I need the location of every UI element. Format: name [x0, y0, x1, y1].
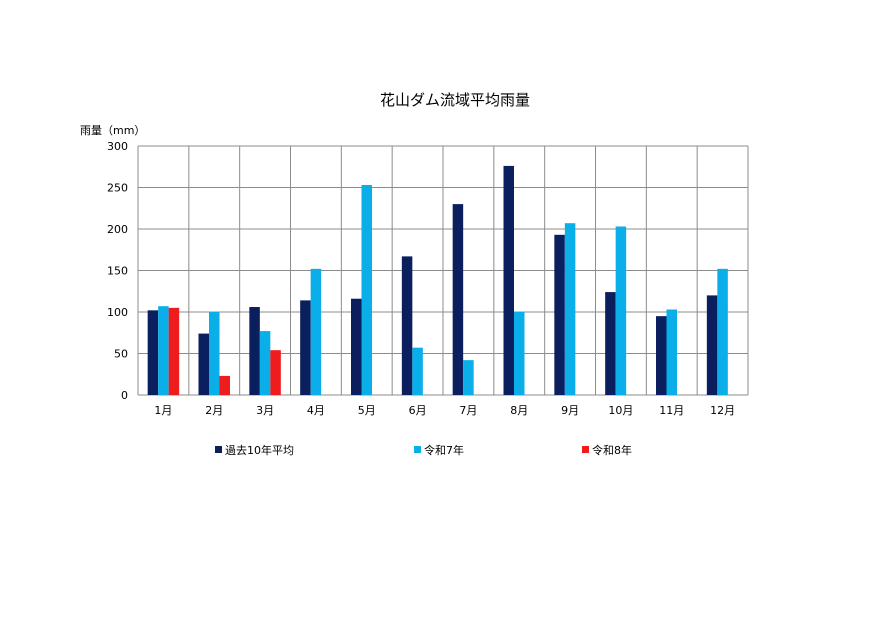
bar [514, 312, 525, 395]
bar [463, 360, 474, 395]
bar [209, 312, 220, 395]
bar [219, 375, 230, 395]
bar [615, 226, 627, 395]
y-tick-label: 0 [121, 389, 128, 402]
x-category-label: 3月 [256, 404, 274, 417]
bar [401, 256, 413, 395]
bar [564, 223, 576, 395]
bar [270, 350, 281, 395]
bar [554, 234, 565, 395]
bar [158, 306, 169, 395]
bar [168, 307, 180, 395]
legend: 過去10年平均 令和7年 令和8年 [215, 443, 632, 457]
legend-label: 過去10年平均 [225, 443, 294, 457]
y-tick-label: 200 [107, 223, 128, 236]
bar [310, 268, 322, 395]
bar [503, 165, 514, 395]
x-category-label: 4月 [307, 404, 325, 417]
bar [412, 347, 423, 395]
bar [300, 300, 311, 395]
x-category-label: 12月 [710, 404, 735, 417]
legend-swatch [215, 446, 222, 453]
grid [137, 145, 749, 396]
y-tick-label: 50 [114, 348, 128, 361]
x-category-label: 2月 [205, 404, 223, 417]
x-categories: 1月 2月 3月 4月 5月 6月 7月 8月 9月 10月 11月 12月 [154, 404, 735, 417]
bar [249, 307, 260, 395]
y-tick-label: 100 [107, 306, 128, 319]
legend-swatch [414, 446, 421, 453]
legend-label: 令和7年 [424, 443, 464, 457]
chart-title: 花山ダム流域平均雨量 [380, 91, 530, 109]
bar [706, 295, 718, 395]
bar [147, 310, 159, 395]
legend-label: 令和8年 [592, 443, 632, 457]
x-category-label: 6月 [409, 404, 427, 417]
x-category-label: 10月 [608, 404, 633, 417]
x-category-label: 11月 [659, 404, 684, 417]
y-tick-label: 250 [107, 182, 128, 195]
x-category-label: 7月 [459, 404, 477, 417]
x-category-label: 5月 [358, 404, 376, 417]
bar [259, 331, 271, 395]
bar [452, 204, 464, 395]
bar [361, 185, 372, 395]
bar [666, 309, 677, 395]
bar [717, 268, 728, 395]
x-category-label: 8月 [510, 404, 528, 417]
y-ticks: 0 50 100 150 200 250 300 [107, 140, 128, 402]
bar [198, 333, 209, 395]
bar [656, 316, 667, 395]
y-tick-label: 300 [107, 140, 128, 153]
legend-swatch [582, 446, 589, 453]
x-category-label: 9月 [561, 404, 579, 417]
bars [147, 165, 728, 395]
x-category-label: 1月 [154, 404, 172, 417]
y-axis-label: 雨量（mm） [80, 124, 145, 137]
bar [605, 292, 616, 395]
y-tick-label: 150 [107, 265, 128, 278]
bar [351, 298, 362, 395]
